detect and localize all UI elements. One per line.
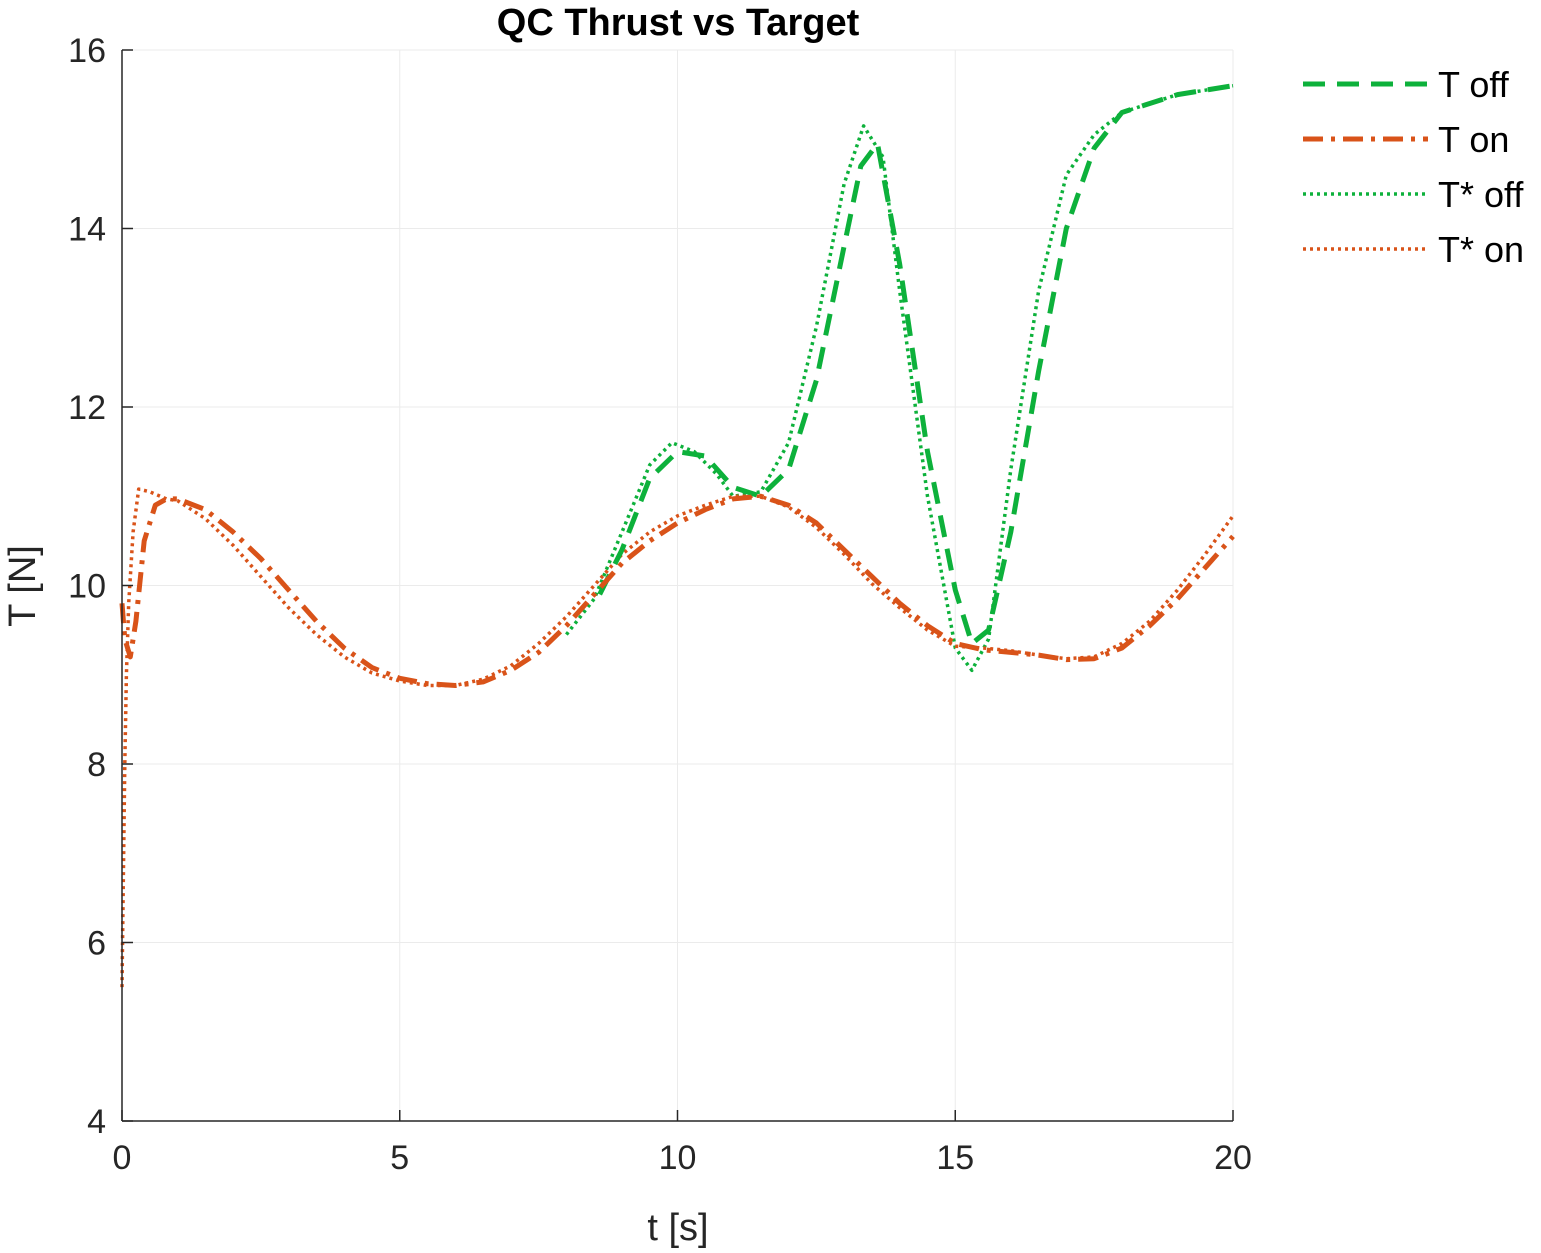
x-tick-label: 5 [390,1139,409,1177]
legend-label-tstar-on: T* on [1438,229,1524,270]
y-tick-label: 14 [68,211,106,249]
x-tick-label: 15 [936,1139,974,1177]
legend-label-tstar-off: T* off [1438,174,1524,215]
x-tick-label: 10 [659,1139,697,1177]
y-tick-label: 12 [68,389,106,427]
legend: T off T on T* off T* on [1303,64,1524,270]
y-tick-label: 4 [87,1103,106,1141]
chart-title: QC Thrust vs Target [497,2,860,44]
x-tick-label: 20 [1214,1139,1252,1177]
y-axis-label: T [N] [2,545,44,627]
tick-labels: 0 5 10 15 20 4 6 8 10 12 14 16 [68,32,1252,1177]
legend-label-t-on: T on [1438,119,1509,160]
x-tick-label: 0 [113,1139,132,1177]
series-layer [119,83,1235,988]
y-tick-label: 10 [68,568,106,606]
legend-label-t-off: T off [1438,64,1510,105]
x-axis-label: t [s] [647,1207,708,1249]
axes [121,49,1234,1122]
y-tick-label: 8 [87,746,106,784]
y-tick-label: 6 [87,925,106,963]
series-line-t-on [119,493,1235,688]
series-line-t-off [597,83,1234,646]
y-tick-label: 16 [68,32,106,70]
